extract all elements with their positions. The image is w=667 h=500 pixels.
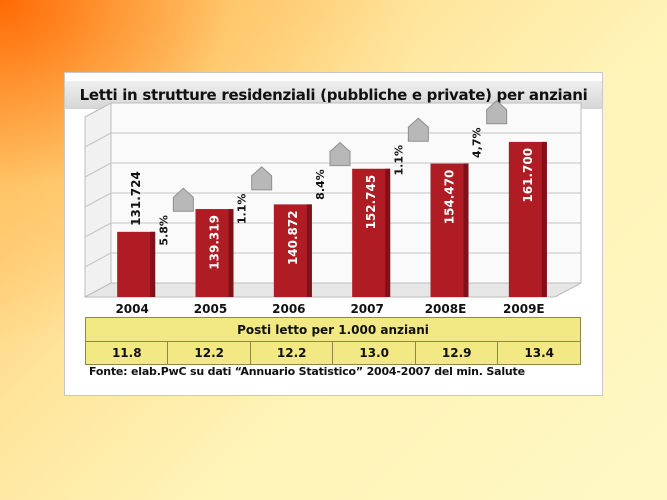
table-header: Posti letto per 1.000 anziani bbox=[85, 317, 581, 342]
grid-line bbox=[84, 132, 112, 148]
bar-value-label: 140.872 bbox=[286, 210, 300, 265]
category-label: 2009E bbox=[503, 302, 545, 316]
growth-label: 8.4% bbox=[314, 169, 327, 200]
growth-label: 1.1% bbox=[392, 145, 405, 176]
bar-chart: 131.724 139.319 140.872 152.745 154.470 161.7… bbox=[84, 100, 582, 316]
bar-value-label: 131.724 bbox=[129, 171, 143, 226]
posti-letto-table: Posti letto per 1.000 anziani 11.8 12.2 … bbox=[84, 317, 581, 365]
bar-value-label: 161.700 bbox=[521, 148, 535, 203]
table-row: 11.8 12.2 12.2 13.0 12.9 13.4 bbox=[84, 341, 581, 365]
bar-shade bbox=[150, 231, 156, 297]
bar-value-label: 139.319 bbox=[208, 215, 222, 270]
chart-bars: 131.724 139.319 140.872 152.745 154.470 161.7… bbox=[117, 141, 547, 297]
table-cell: 12.2 bbox=[167, 341, 251, 365]
growth-arrow-icon bbox=[486, 100, 508, 125]
bar-shade bbox=[306, 204, 312, 297]
bar-shade bbox=[463, 163, 469, 297]
table-cell: 13.4 bbox=[497, 341, 581, 365]
bar-shade bbox=[228, 209, 234, 297]
grid-line bbox=[84, 162, 112, 178]
bar bbox=[273, 204, 312, 297]
category-label: 2005 bbox=[194, 302, 227, 316]
growth-label: 1.1% bbox=[236, 194, 249, 225]
bar-value-label: 154.470 bbox=[443, 170, 457, 225]
category-labels: 2004 2005 2006 2007 2008E 2009E bbox=[115, 302, 544, 316]
grid-floor bbox=[84, 282, 582, 298]
table-cell: 11.8 bbox=[84, 341, 169, 365]
growth-label: 4,7% bbox=[471, 127, 484, 158]
growth-label: 5.8% bbox=[157, 215, 170, 246]
chart-grid bbox=[84, 102, 582, 298]
category-label: 2006 bbox=[272, 302, 305, 316]
bar-shade bbox=[541, 141, 547, 297]
bar bbox=[352, 168, 391, 297]
bar-shade bbox=[385, 168, 391, 297]
bar bbox=[508, 141, 547, 297]
table-cell: 12.9 bbox=[414, 341, 499, 365]
chart-panel: Letti in strutture residenziali (pubblic… bbox=[64, 72, 603, 396]
source-note: Fonte: elab.PwC su dati “Annuario Statis… bbox=[89, 365, 525, 378]
bar bbox=[195, 209, 234, 297]
growth-arrow-icon bbox=[172, 187, 194, 212]
grid-line bbox=[84, 252, 112, 268]
table-cell: 13.0 bbox=[332, 341, 416, 365]
bar bbox=[117, 231, 156, 297]
growth-arrow-icon bbox=[407, 117, 429, 142]
growth-arrows: 5.8% 1.1% 8.4% 1.1% 4,7% bbox=[157, 100, 508, 246]
bar-value-label: 152.745 bbox=[364, 175, 378, 230]
grid-line bbox=[84, 222, 112, 238]
growth-arrow-icon bbox=[329, 141, 351, 167]
growth-arrow-icon bbox=[251, 166, 273, 191]
grid-line bbox=[84, 192, 112, 208]
category-label: 2008E bbox=[425, 302, 467, 316]
bar bbox=[430, 163, 469, 297]
category-label: 2007 bbox=[350, 302, 383, 316]
table-cell: 12.2 bbox=[249, 341, 334, 365]
category-label: 2004 bbox=[115, 302, 148, 316]
